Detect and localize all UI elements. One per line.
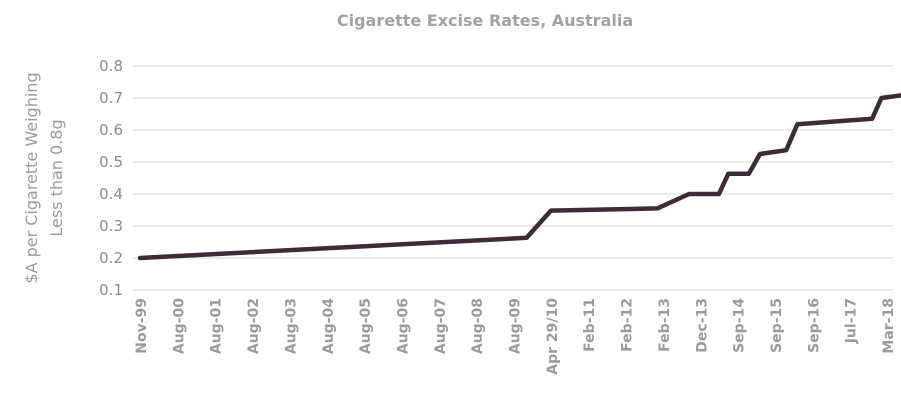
- chart-title: Cigarette Excise Rates, Australia: [337, 11, 633, 30]
- x-tick-label: Sep-16: [806, 298, 822, 353]
- y-axis-ticks: 0.1 0.2 0.3 0.4 0.5 0.6 0.7 0.8: [99, 57, 123, 299]
- x-tick-label: Mar-18: [881, 298, 897, 354]
- series-lines: [137, 93, 901, 261]
- y-tick-label: 0.5: [99, 153, 123, 171]
- x-tick-label: Sep-15: [769, 298, 785, 353]
- x-tick-label: Aug-09: [508, 298, 524, 354]
- y-axis-title-line-2: Less than 0.8g: [47, 119, 66, 236]
- y-axis-title-line-1: $A per Cigarette Weighing: [22, 72, 41, 283]
- x-tick-label: Nov-99: [134, 298, 150, 354]
- x-axis-ticks: Nov-99 Aug-00 Aug-01 Aug-02 Aug-03 Aug-04 Aug-…: [134, 298, 897, 375]
- x-tick-label: Aug-07: [433, 298, 449, 354]
- x-tick-label: Aug-01: [209, 298, 225, 354]
- x-tick-label: Aug-05: [358, 298, 374, 354]
- y-tick-label: 0.1: [99, 281, 123, 299]
- x-tick-label: Dec-13: [694, 298, 710, 353]
- gridlines: [133, 65, 893, 291]
- y-tick-label: 0.7: [99, 89, 123, 107]
- y-tick-label: 0.6: [99, 121, 123, 139]
- x-tick-label: Jul-17: [844, 298, 860, 344]
- x-tick-label: Aug-04: [321, 298, 337, 354]
- y-axis-title: $A per Cigarette Weighing Less than 0.8g: [22, 72, 66, 283]
- series-line-0: [137, 93, 901, 261]
- x-tick-label: Feb-13: [657, 298, 673, 352]
- x-tick-label: Feb-12: [620, 298, 636, 352]
- y-tick-label: 0.8: [99, 57, 123, 75]
- x-tick-label: Apr 29/10: [545, 298, 561, 375]
- x-tick-label: Sep-14: [732, 298, 748, 353]
- x-tick-label: Aug-06: [395, 298, 411, 354]
- x-tick-label: Feb-11: [582, 298, 598, 352]
- x-tick-label: Aug-03: [283, 298, 299, 354]
- y-tick-label: 0.3: [99, 217, 123, 235]
- y-tick-label: 0.2: [99, 249, 123, 267]
- y-tick-label: 0.4: [99, 185, 123, 203]
- x-tick-label: Aug-08: [470, 298, 486, 354]
- x-tick-label: Aug-02: [246, 298, 262, 354]
- x-tick-label: Aug-00: [171, 298, 187, 354]
